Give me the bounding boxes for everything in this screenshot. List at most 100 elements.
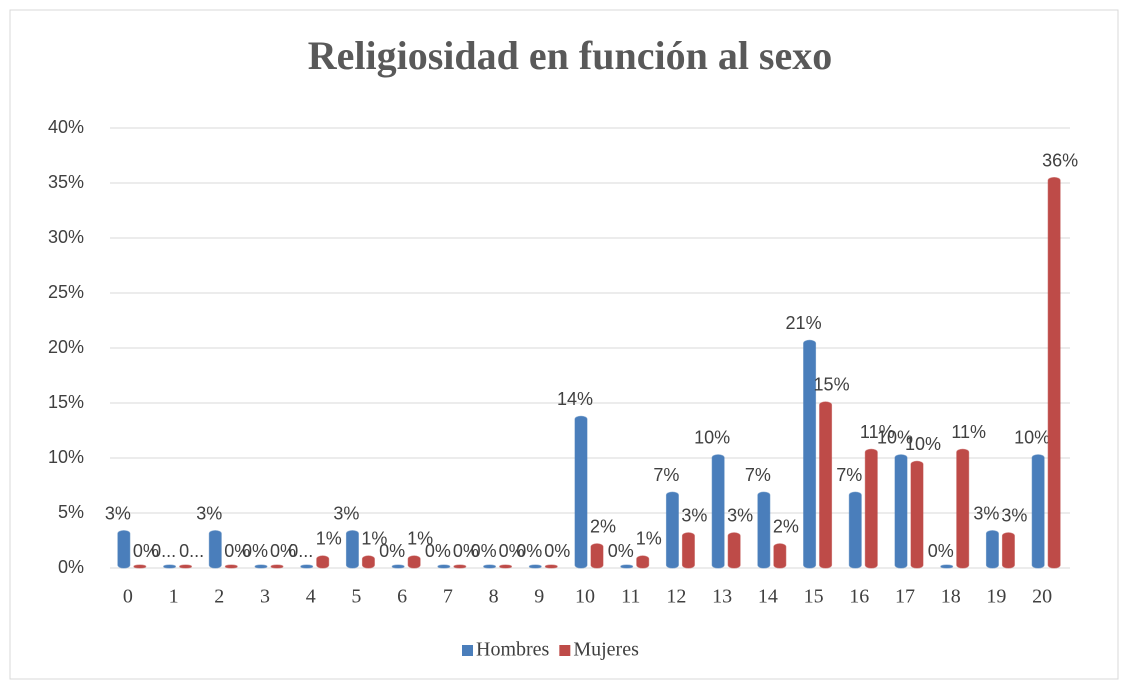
y-tick-label: 40% <box>48 117 84 137</box>
data-label: 7% <box>836 465 862 485</box>
data-label: 7% <box>745 465 771 485</box>
bar <box>361 555 375 569</box>
bar <box>208 530 222 569</box>
data-label: 0% <box>471 541 497 561</box>
data-label: 0... <box>288 541 313 561</box>
bar <box>665 491 679 569</box>
data-label: 0% <box>608 541 634 561</box>
data-label: 1% <box>361 529 387 549</box>
bar <box>848 491 862 569</box>
x-tick-label: 3 <box>260 586 270 608</box>
bar <box>894 454 908 569</box>
x-tick-label: 8 <box>489 586 499 608</box>
bar <box>453 564 467 569</box>
bar <box>163 564 177 569</box>
bar <box>544 564 558 569</box>
bar <box>574 415 588 569</box>
x-tick-label: 4 <box>306 586 316 608</box>
bar <box>270 564 284 569</box>
bar <box>391 564 405 569</box>
x-tick-label: 6 <box>397 586 407 608</box>
bar <box>803 339 817 569</box>
data-label: 0% <box>133 541 159 561</box>
bar <box>1031 454 1045 569</box>
data-label: 10% <box>905 434 941 454</box>
bar <box>636 555 650 569</box>
bar <box>864 448 878 569</box>
data-label: 2% <box>773 517 799 537</box>
bar <box>437 564 451 569</box>
x-tick-label: 0 <box>123 586 133 608</box>
data-label: 1% <box>407 529 433 549</box>
bar <box>528 564 542 569</box>
data-label: 0% <box>242 541 268 561</box>
bar <box>254 564 268 569</box>
y-tick-label: 10% <box>48 447 84 467</box>
bar <box>681 532 695 569</box>
bar <box>956 448 970 569</box>
bar <box>940 564 954 569</box>
chart-border <box>9 9 1119 680</box>
bar <box>300 564 314 569</box>
x-tick-label: 16 <box>849 586 869 608</box>
y-tick-label: 25% <box>48 282 84 302</box>
legend-label: Hombres <box>476 639 550 661</box>
bar <box>727 532 741 569</box>
bar <box>590 543 604 569</box>
bar <box>407 555 421 569</box>
bar <box>773 543 787 569</box>
bar <box>1001 532 1015 569</box>
x-tick-label: 7 <box>443 586 453 608</box>
bar <box>985 530 999 569</box>
data-label: 15% <box>814 375 850 395</box>
bar <box>224 564 238 569</box>
data-label: 0% <box>270 541 296 561</box>
x-tick-label: 12 <box>666 586 686 608</box>
chart-title: Religiosidad en función al sexo <box>308 33 833 78</box>
x-tick-label: 19 <box>986 586 1006 608</box>
x-tick-label: 11 <box>621 586 640 608</box>
legend-label: Mujeres <box>573 639 639 661</box>
data-label: 0... <box>151 541 176 561</box>
x-tick-label: 2 <box>214 586 224 608</box>
bar <box>483 564 497 569</box>
data-label: 7% <box>653 465 679 485</box>
data-label: 3% <box>196 503 222 523</box>
x-tick-label: 18 <box>941 586 961 608</box>
data-label: 2% <box>590 517 616 537</box>
x-tick-label: 9 <box>534 586 544 608</box>
x-tick-label: 17 <box>895 586 915 608</box>
legend-swatch <box>559 645 571 656</box>
x-tick-label: 20 <box>1032 586 1052 608</box>
bar <box>179 564 193 569</box>
data-label: 0% <box>499 541 525 561</box>
x-tick-label: 15 <box>804 586 824 608</box>
data-label: 3% <box>105 503 131 523</box>
data-label: 0% <box>224 541 250 561</box>
y-tick-label: 30% <box>48 227 84 247</box>
bar <box>910 460 924 569</box>
data-label: 10% <box>1014 427 1050 447</box>
data-label: 3% <box>973 503 999 523</box>
y-tick-label: 20% <box>48 337 84 357</box>
data-label: 11% <box>951 422 986 442</box>
data-label: 10% <box>694 427 730 447</box>
bar <box>316 555 330 569</box>
x-tick-label: 10 <box>575 586 595 608</box>
x-tick-label: 1 <box>169 586 179 608</box>
legend-swatch <box>462 645 473 656</box>
data-label: 36% <box>1042 150 1078 170</box>
data-label: 0... <box>179 541 204 561</box>
y-tick-label: 35% <box>48 172 84 192</box>
data-label: 0% <box>928 541 954 561</box>
y-tick-label: 0% <box>58 557 84 577</box>
data-label: 3% <box>1001 506 1027 526</box>
bar <box>757 491 771 569</box>
bar <box>117 530 131 569</box>
bar <box>499 564 513 569</box>
y-tick-label: 5% <box>58 502 84 522</box>
bar <box>711 454 725 569</box>
data-label: 3% <box>333 503 359 523</box>
data-label: 0% <box>425 541 451 561</box>
